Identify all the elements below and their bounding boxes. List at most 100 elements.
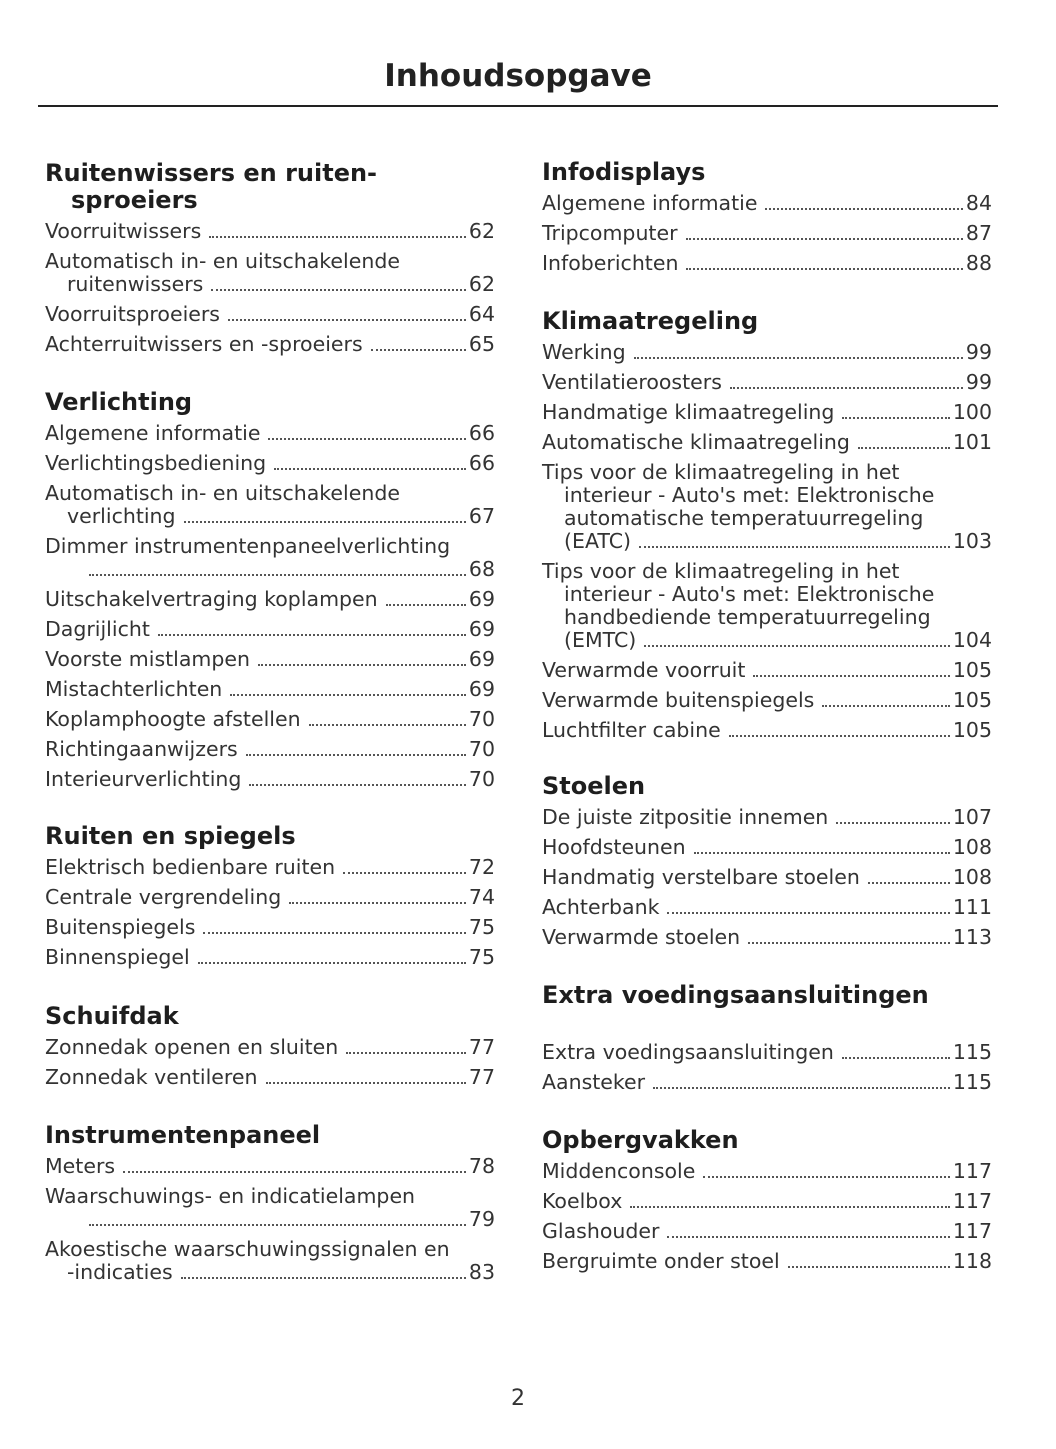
dot-leader xyxy=(728,735,950,737)
toc-entry[interactable]: Automatisch in- en uitschakelende ruitenw… xyxy=(45,250,495,296)
toc-entry[interactable]: Voorste mistlampen 69 xyxy=(45,648,495,671)
toc-entry[interactable]: Koplamphoogte afstellen 70 xyxy=(45,708,495,731)
toc-entry[interactable]: Algemene informatie 66 xyxy=(45,422,495,445)
toc-entry[interactable]: Dagrijlicht 69 xyxy=(45,618,495,641)
entry-title-text: Voorruitsproeiers xyxy=(45,302,220,326)
entry-title-text: Verwarmde buitenspiegels xyxy=(542,688,815,712)
toc-entry[interactable]: Uitschakelvertraging koplampen 69 xyxy=(45,588,495,611)
toc-entry[interactable]: Verwarmde voorruit 105 xyxy=(542,659,992,682)
entry-last-line: Infoberichten 88 xyxy=(542,252,992,275)
entry-page-number: 79 xyxy=(468,1207,495,1231)
section-heading-text: Schuifdak xyxy=(45,1002,179,1030)
toc-entry[interactable]: Elektrisch bedienbare ruiten 72 xyxy=(45,856,495,879)
section-heading: Instrumentenpaneel xyxy=(45,1122,495,1149)
dot-leader xyxy=(765,208,963,210)
toc-entry[interactable]: Richtingaanwijzers 70 xyxy=(45,738,495,761)
entry-page-number: 75 xyxy=(468,945,495,969)
toc-entry[interactable]: Achterbank 111 xyxy=(542,896,992,919)
toc-entry[interactable]: Voorruitwissers 62 xyxy=(45,220,495,243)
section-heading-text: sproeiers xyxy=(71,186,198,214)
section-heading-text: Ruitenwissers en ruiten- xyxy=(45,159,378,187)
entry-last-line: Richtingaanwijzers 70 xyxy=(45,738,495,761)
section-heading: Stoelen xyxy=(542,773,992,800)
toc-entry[interactable]: Handmatige klimaatregeling 100 xyxy=(542,401,992,424)
toc-entry[interactable]: Binnenspiegel 75 xyxy=(45,946,495,969)
toc-entry[interactable]: Achterruitwissers en -sproeiers 65 xyxy=(45,333,495,356)
toc-entry[interactable]: Aansteker 115 xyxy=(542,1071,992,1094)
entry-page-number: 68 xyxy=(468,557,495,581)
section-heading: Schuifdak xyxy=(45,1003,495,1030)
entry-title-text: Aansteker xyxy=(542,1070,646,1094)
entry-last-line: Binnenspiegel 75 xyxy=(45,946,495,969)
toc-entry[interactable]: Koelbox 117 xyxy=(542,1190,992,1213)
toc-entry[interactable]: Bergruimte onder stoel 118 xyxy=(542,1250,992,1273)
toc-entry[interactable]: Centrale vergrendeling 74 xyxy=(45,886,495,909)
toc-entry[interactable]: Mistachterlichten 69 xyxy=(45,678,495,701)
toc-entry[interactable]: Automatische klimaatregeling 101 xyxy=(542,431,992,454)
toc-entry[interactable]: Meters 78 xyxy=(45,1155,495,1178)
toc-entry[interactable]: Tips voor de klimaatregeling in het inter… xyxy=(542,461,992,553)
entry-title-text: -indicaties xyxy=(67,1260,173,1284)
toc-entry[interactable]: Verwarmde stoelen 113 xyxy=(542,926,992,949)
dot-leader xyxy=(346,1052,466,1054)
entry-title-line: Akoestische waarschuwingssignalen en xyxy=(45,1237,450,1261)
toc-entry[interactable]: Infoberichten 88 xyxy=(542,252,992,275)
dot-leader xyxy=(822,705,950,707)
toc-entry[interactable]: Verlichtingsbediening 66 xyxy=(45,452,495,475)
entry-last-line: Verwarmde stoelen 113 xyxy=(542,926,992,949)
toc-entry[interactable]: Tips voor de klimaatregeling in het inter… xyxy=(542,560,992,652)
entry-page-number: 72 xyxy=(468,855,495,879)
entry-last-line: Tripcomputer 87 xyxy=(542,222,992,245)
toc-entry[interactable]: Waarschuwings- en indicatielampen 79 xyxy=(45,1185,495,1231)
section-heading-text: Ruiten en spiegels xyxy=(45,822,296,850)
entry-page-number: 78 xyxy=(468,1154,495,1178)
toc-entry[interactable]: Middenconsole 117 xyxy=(542,1160,992,1183)
entry-last-line: De juiste zitpositie innemen 107 xyxy=(542,806,992,829)
entry-title-text: ruitenwissers xyxy=(67,272,204,296)
entry-last-line: Middenconsole 117 xyxy=(542,1160,992,1183)
dot-leader xyxy=(667,1236,950,1238)
toc-entry[interactable]: Buitenspiegels 75 xyxy=(45,916,495,939)
dot-leader xyxy=(211,289,466,291)
entry-title-text: Buitenspiegels xyxy=(45,915,196,939)
entry-title-text: Zonnedak openen en sluiten xyxy=(45,1035,339,1059)
toc-entry[interactable]: Ventilatieroosters 99 xyxy=(542,371,992,394)
toc-section: Verlichting Algemene informatie 66 Verlicht… xyxy=(45,389,495,798)
toc-entry[interactable]: Hoofdsteunen 108 xyxy=(542,836,992,859)
toc-entry[interactable]: Algemene informatie 84 xyxy=(542,192,992,215)
entry-page-number: 105 xyxy=(952,658,992,682)
entry-page-number: 100 xyxy=(952,400,992,424)
toc-entry[interactable]: Glashouder 117 xyxy=(542,1220,992,1243)
section-heading: Verlichting xyxy=(45,389,495,416)
entry-page-number: 65 xyxy=(468,332,495,356)
toc-entry[interactable]: De juiste zitpositie innemen 107 xyxy=(542,806,992,829)
toc-entry[interactable]: Automatisch in- en uitschakelende verlich… xyxy=(45,482,495,528)
toc-entry[interactable]: Extra voedingsaansluitingen 115 xyxy=(542,1041,992,1064)
entry-title-text: Binnenspiegel xyxy=(45,945,190,969)
section-heading-text: Opbergvakken xyxy=(542,1126,739,1154)
toc-entry[interactable]: Interieurverlichting 70 xyxy=(45,768,495,791)
dot-leader xyxy=(197,962,466,964)
toc-entry[interactable]: Voorruitsproeiers 64 xyxy=(45,303,495,326)
entry-title-line: interieur - Auto's met: Elektronische xyxy=(564,582,935,606)
entry-last-line: Aansteker 115 xyxy=(542,1071,992,1094)
toc-entry[interactable]: Tripcomputer 87 xyxy=(542,222,992,245)
entry-page-number: 66 xyxy=(468,451,495,475)
entry-page-number: 69 xyxy=(468,617,495,641)
dot-leader xyxy=(703,1176,950,1178)
toc-entry[interactable]: Handmatig verstelbare stoelen 108 xyxy=(542,866,992,889)
entry-title-text: Luchtfilter cabine xyxy=(542,718,721,742)
toc-entry[interactable]: Zonnedak ventileren 77 xyxy=(45,1066,495,1089)
toc-section: Opbergvakken Middenconsole 117 Koelbox 117 Gl… xyxy=(542,1127,992,1280)
entry-last-line: Handmatige klimaatregeling 100 xyxy=(542,401,992,424)
toc-entry[interactable]: Dimmer instrumentenpaneelverlichting 68 xyxy=(45,535,495,581)
dot-leader xyxy=(249,784,466,786)
toc-entry[interactable]: Luchtfilter cabine 105 xyxy=(542,719,992,742)
section-heading: Opbergvakken xyxy=(542,1127,992,1154)
toc-entry[interactable]: Werking 99 xyxy=(542,341,992,364)
dot-leader xyxy=(841,1057,950,1059)
toc-entry[interactable]: Zonnedak openen en sluiten 77 xyxy=(45,1036,495,1059)
toc-entry[interactable]: Akoestische waarschuwingssignalen en -ind… xyxy=(45,1238,495,1284)
entry-title-text: Elektrisch bedienbare ruiten xyxy=(45,855,336,879)
toc-entry[interactable]: Verwarmde buitenspiegels 105 xyxy=(542,689,992,712)
